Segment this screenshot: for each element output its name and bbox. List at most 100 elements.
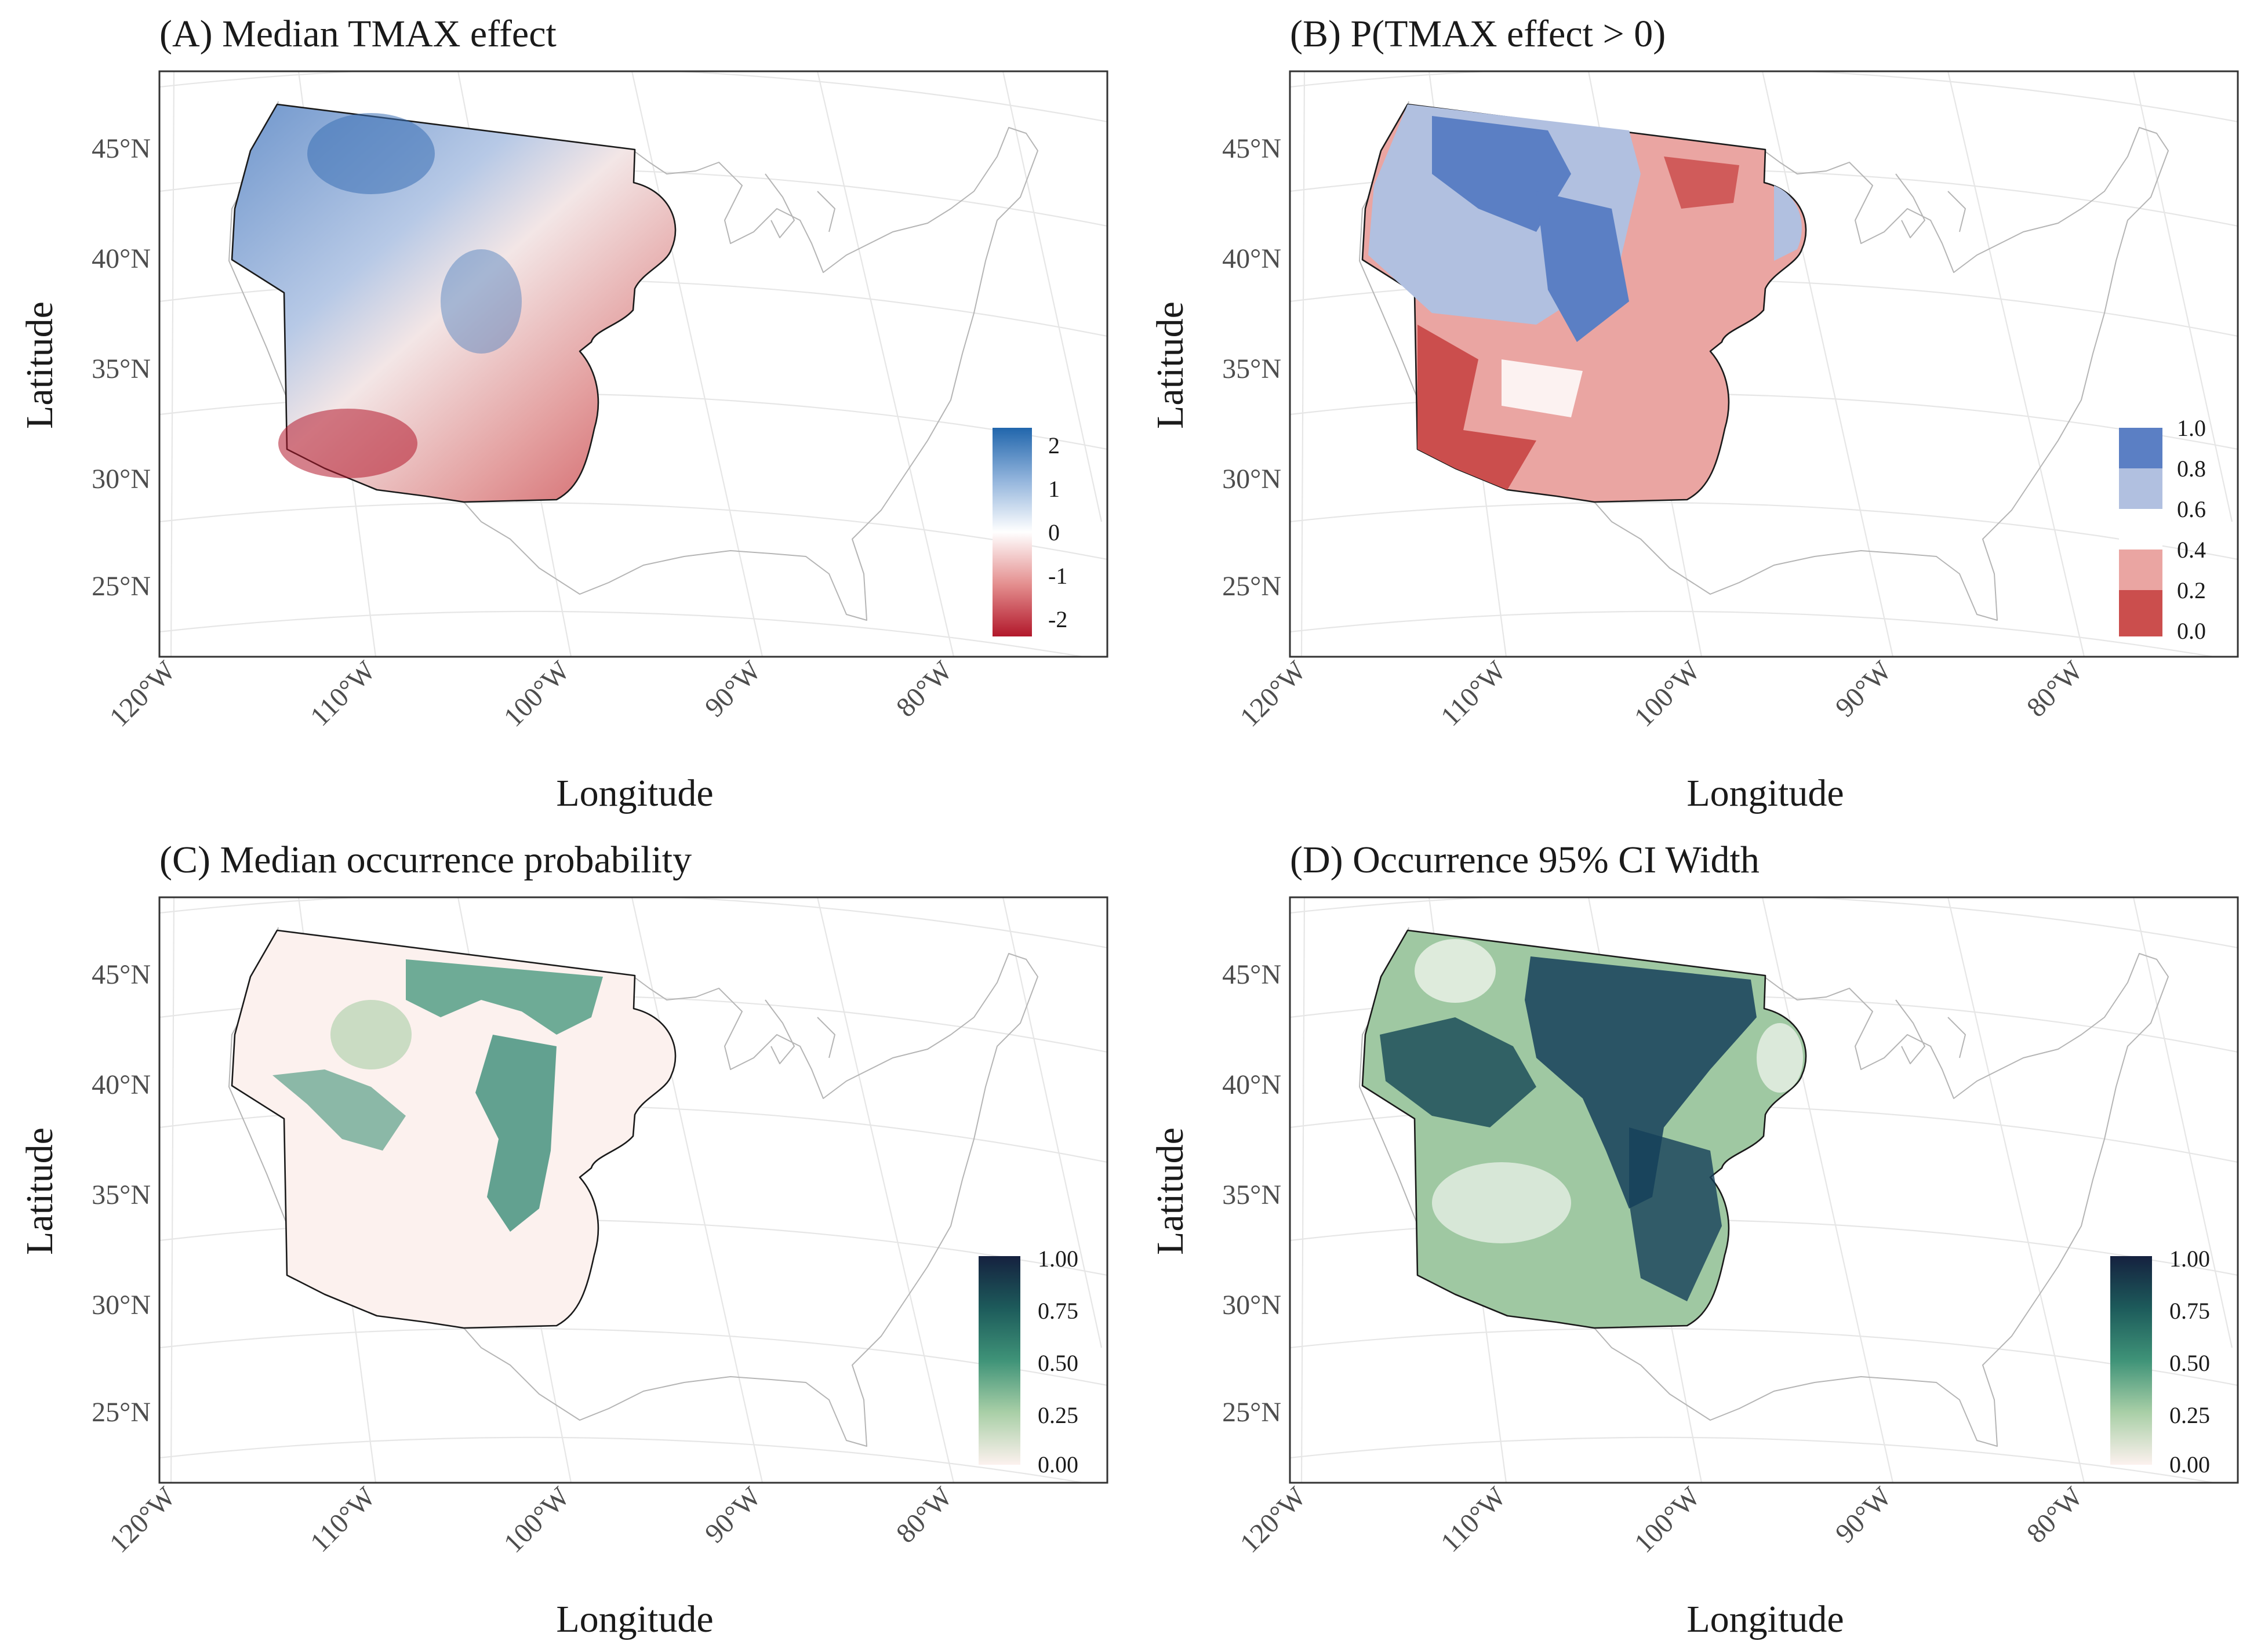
x-tick: 110°W: [1435, 655, 1512, 732]
legend-tick: 1.00: [2169, 1246, 2210, 1272]
legend-bin: [2119, 468, 2162, 509]
y-axis-title: Latitude: [1149, 1127, 1191, 1255]
legend-tick: 0.00: [2169, 1451, 2210, 1478]
panel-a: (A) Median TMAX effect 2 1 0 -1 -2 45°N …: [0, 0, 1130, 826]
x-tick: 100°W: [1628, 1481, 1706, 1559]
y-axis-title: Latitude: [1149, 301, 1191, 429]
occurrence-mid: [330, 1000, 412, 1069]
zone-prob-0-4-0-6: [1502, 359, 1583, 417]
legend-bin: [2119, 590, 2162, 636]
ci-narrow-east: [1757, 1023, 1803, 1093]
map-c: (C) Median occurrence probability 1.00 0…: [19, 839, 1108, 1640]
y-tick: 45°N: [1222, 133, 1281, 164]
legend-bin: [2119, 550, 2162, 590]
x-tick: 120°W: [1234, 655, 1312, 733]
map-d: (D) Occurrence 95% CI Width 1.00 0.75 0.…: [1149, 839, 2239, 1640]
legend-colorbar: [993, 428, 1032, 636]
legend-tick: 0.75: [1038, 1298, 1078, 1324]
legend-tick: 1: [1048, 476, 1060, 502]
y-tick: 25°N: [1222, 1397, 1281, 1428]
x-tick: 90°W: [1830, 655, 1898, 723]
legend-c: 1.00 0.75 0.50 0.25 0.00: [979, 1246, 1078, 1478]
legend-tick: 0.4: [2177, 537, 2206, 563]
y-tick: 45°N: [92, 133, 151, 164]
x-tick: 90°W: [1830, 1481, 1898, 1549]
plot-frame: [158, 896, 1108, 1484]
x-tick: 80°W: [2021, 1481, 2089, 1549]
zone-prob-0-8-1-0-south: [1536, 191, 1629, 342]
x-tick: 110°W: [304, 1481, 381, 1558]
legend-tick: 0.50: [1038, 1350, 1078, 1376]
map-a: (A) Median TMAX effect 2 1 0 -1 -2 45°N …: [19, 13, 1108, 814]
occurrence-west: [272, 1069, 406, 1151]
ci-wide-south: [1629, 1127, 1722, 1301]
legend-tick: 0.2: [2177, 577, 2206, 603]
legend-tick: 0.25: [1038, 1402, 1078, 1428]
plot-frame: [1289, 896, 2239, 1484]
panel-title: (A) Median TMAX effect: [159, 13, 557, 55]
y-tick: 35°N: [1222, 1180, 1281, 1210]
y-tick: 25°N: [1222, 571, 1281, 602]
x-tick: 90°W: [699, 1481, 768, 1549]
x-tick: 80°W: [2021, 655, 2089, 723]
y-tick: 40°N: [1222, 243, 1281, 274]
plot-frame: [158, 70, 1108, 658]
y-axis-title: Latitude: [19, 301, 61, 429]
x-tick: 110°W: [304, 655, 381, 732]
panel-title: (C) Median occurrence probability: [159, 839, 692, 881]
legend-tick: 0.0: [2177, 618, 2206, 644]
y-tick: 45°N: [1222, 959, 1281, 990]
legend-a: 2 1 0 -1 -2: [993, 428, 1067, 636]
panel-b: (B) P(TMAX effect > 0) 1.0 0.8 0.6 0.4: [1130, 0, 2261, 826]
y-tick: 40°N: [92, 243, 151, 274]
legend-b: 1.0 0.8 0.6 0.4 0.2 0.0: [2119, 415, 2206, 644]
zone-prob-0-0-0-2: [1417, 325, 1478, 468]
x-tick: 100°W: [1628, 655, 1706, 733]
panel-title: (B) P(TMAX effect > 0): [1290, 13, 1666, 55]
legend-tick: 0.6: [2177, 496, 2206, 522]
y-tick: 35°N: [92, 1180, 151, 1210]
legend-d: 1.00 0.75 0.50 0.25 0.00: [2110, 1246, 2210, 1478]
zone-prob-0-0-0-2-south: [1455, 429, 1536, 490]
ci-wide-north: [1525, 956, 1757, 1209]
y-tick: 30°N: [1222, 464, 1281, 494]
occurrence-north: [406, 959, 603, 1035]
hotspot-red-southwest: [278, 409, 417, 478]
y-tick: 35°N: [92, 354, 151, 384]
x-axis-title: Longitude: [556, 772, 713, 814]
legend-bin: [2119, 428, 2162, 468]
x-tick: 110°W: [1435, 1481, 1512, 1558]
x-tick: 100°W: [498, 655, 576, 733]
legend-tick: 0.25: [2169, 1402, 2210, 1428]
ci-wide-west: [1380, 1017, 1536, 1127]
ci-narrow-southwest: [1432, 1162, 1571, 1243]
map-b: (B) P(TMAX effect > 0) 1.0 0.8 0.6 0.4: [1149, 13, 2239, 814]
legend-tick: 1.00: [1038, 1246, 1078, 1272]
x-axis-title: Longitude: [1686, 772, 1844, 814]
y-tick: 30°N: [92, 464, 151, 494]
legend-tick: -2: [1048, 606, 1067, 632]
y-tick: 40°N: [92, 1069, 151, 1100]
y-tick: 30°N: [92, 1290, 151, 1320]
x-axis-title: Longitude: [1686, 1598, 1844, 1640]
y-tick: 45°N: [92, 959, 151, 990]
zone-prob-east: [1774, 185, 1802, 261]
legend-bin: [2119, 509, 2162, 550]
legend-tick: 0.00: [1038, 1451, 1078, 1478]
x-axis-title: Longitude: [556, 1598, 713, 1640]
hotspot-blue-north: [307, 113, 435, 194]
y-tick: 25°N: [92, 1397, 151, 1428]
x-tick: 120°W: [104, 655, 181, 733]
plot-frame: [1289, 70, 2239, 658]
panel-title: (D) Occurrence 95% CI Width: [1290, 839, 1760, 881]
y-tick: 25°N: [92, 571, 151, 602]
panel-d: (D) Occurrence 95% CI Width 1.00 0.75 0.…: [1130, 826, 2261, 1652]
y-tick: 40°N: [1222, 1069, 1281, 1100]
legend-tick: 0.8: [2177, 456, 2206, 482]
legend-tick: 0.50: [2169, 1350, 2210, 1376]
legend-tick: 0: [1048, 519, 1060, 545]
legend-colorbar: [2110, 1256, 2152, 1465]
legend-colorbar: [979, 1256, 1020, 1465]
ci-narrow-northwest: [1415, 939, 1496, 1003]
x-tick: 80°W: [890, 655, 959, 723]
